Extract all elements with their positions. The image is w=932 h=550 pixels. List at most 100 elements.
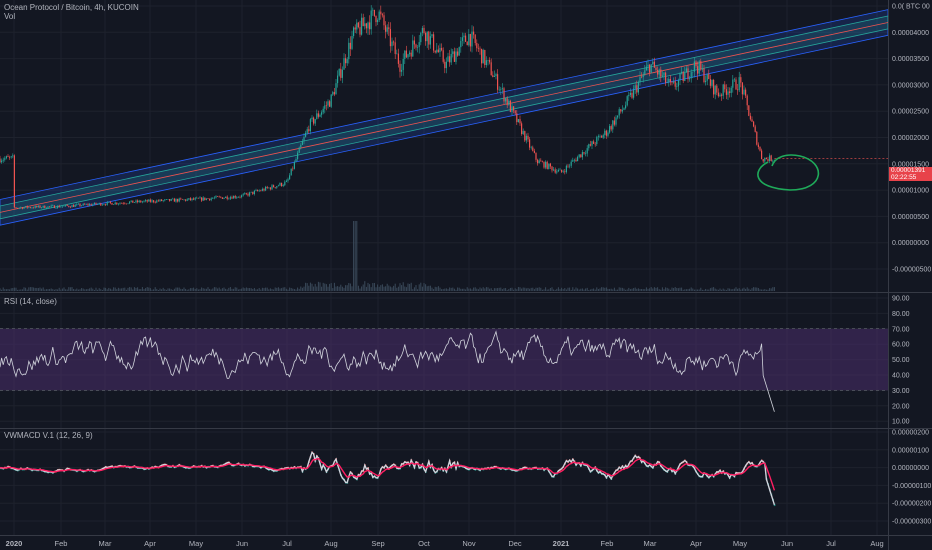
candle-body <box>625 105 627 109</box>
candle-body <box>337 75 339 84</box>
volume-bar <box>146 287 148 291</box>
volume-bar <box>7 289 9 291</box>
candle-body <box>20 207 22 208</box>
volume-bar <box>242 287 244 291</box>
candle-body <box>36 206 38 208</box>
volume-bar <box>60 289 62 291</box>
candle-body <box>260 190 262 192</box>
candle-body <box>124 203 126 205</box>
candle-body <box>253 190 255 195</box>
candle-body <box>226 196 228 199</box>
volume-bar <box>637 288 639 291</box>
volume-bar <box>58 287 60 291</box>
volume-bar <box>673 288 675 291</box>
volume-bar <box>706 289 708 291</box>
candle-body <box>325 105 327 107</box>
candle-body <box>431 34 433 37</box>
candle-body <box>545 161 547 168</box>
candle-body <box>324 105 326 109</box>
volume-bar <box>119 288 121 291</box>
volume-bar <box>413 287 415 291</box>
candle-body <box>322 108 324 113</box>
volume-bar <box>20 289 22 291</box>
candle-body <box>682 71 684 82</box>
candle-body <box>511 106 513 112</box>
candle-body <box>146 200 148 202</box>
volume-bar <box>289 287 291 291</box>
rsi-line <box>0 330 775 412</box>
volume-bar <box>50 288 52 291</box>
macd-pane[interactable] <box>0 451 776 507</box>
candle-body <box>300 144 302 148</box>
x-tick-label: Oct <box>418 539 431 548</box>
candle-body <box>578 154 580 157</box>
candle-body <box>698 61 700 74</box>
volume-bar <box>724 289 726 291</box>
candle-body <box>263 188 265 191</box>
volume-bar <box>436 287 438 291</box>
volume-bar <box>239 289 241 291</box>
volume-bar <box>177 287 179 291</box>
candle-body <box>489 60 491 63</box>
candle-body <box>537 159 539 164</box>
candle-body <box>289 175 291 180</box>
volume-bar <box>626 289 628 291</box>
volume-bar <box>522 287 524 291</box>
candle-body <box>178 198 180 202</box>
volume-bar <box>65 289 67 291</box>
candle-body <box>772 160 774 162</box>
volume-bar <box>373 282 375 291</box>
volume-bar <box>167 288 169 291</box>
candle-body <box>441 47 443 51</box>
volume-bar <box>383 286 385 291</box>
candle-body <box>457 51 459 56</box>
candle-body <box>84 203 86 205</box>
candle-body <box>345 58 347 64</box>
volume-bar <box>700 287 702 291</box>
volume-bar <box>497 288 499 291</box>
volume-bar <box>682 289 684 291</box>
candle-body <box>705 80 707 83</box>
candle-body <box>13 155 15 208</box>
candle-body <box>111 202 113 205</box>
candle-body <box>605 130 607 136</box>
candle-body <box>602 134 604 138</box>
candle-body <box>466 41 468 46</box>
volume-bar <box>338 286 340 291</box>
volume-bar <box>165 289 167 291</box>
candle-body <box>298 147 300 153</box>
volume-bar <box>746 287 748 291</box>
volume-bar <box>10 288 12 291</box>
price-pane[interactable] <box>0 5 889 291</box>
volume-bar <box>695 289 697 291</box>
volume-bar <box>479 287 481 291</box>
candle-body <box>29 207 31 208</box>
candle-body <box>41 207 43 209</box>
candle-body <box>130 200 132 202</box>
candle-body <box>194 198 196 200</box>
rsi-pane[interactable] <box>0 328 888 412</box>
candle-body <box>114 202 116 205</box>
volume-bar <box>265 287 267 291</box>
candle-body <box>47 206 49 209</box>
volume-bar <box>137 287 139 291</box>
price-tick-label: 0.00000000 <box>892 240 929 247</box>
volume-bar <box>92 288 94 291</box>
volume-bar <box>591 288 593 291</box>
candle-body <box>458 47 460 56</box>
candle-body <box>311 117 313 120</box>
volume-bar <box>764 289 766 291</box>
volume-bar <box>250 288 252 291</box>
volume-bar <box>570 289 572 291</box>
volume-bar <box>260 289 262 291</box>
candle-body <box>186 199 188 201</box>
volume-bar <box>31 287 33 291</box>
volume-bar <box>314 283 316 291</box>
volume-bar <box>290 287 292 291</box>
x-tick-label: Apr <box>144 539 156 548</box>
volume-bar <box>268 289 270 291</box>
volume-bar <box>244 288 246 291</box>
volume-bar <box>273 289 275 291</box>
volume-bar <box>716 289 718 291</box>
